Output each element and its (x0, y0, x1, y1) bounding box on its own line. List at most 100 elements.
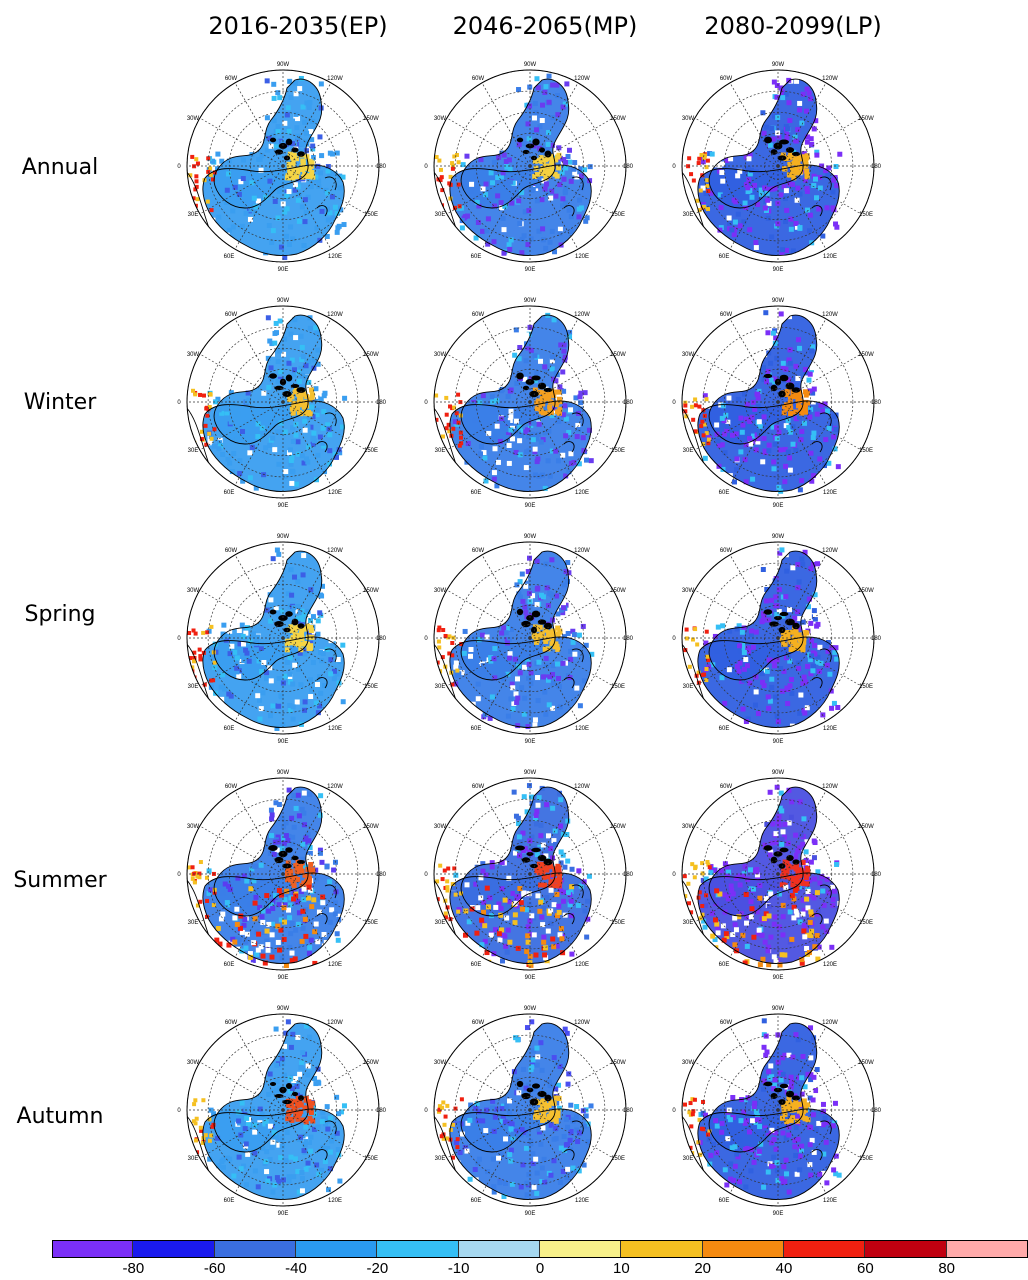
edge-anomaly-cell (682, 673, 687, 678)
grid-cell (260, 690, 266, 696)
coastline (811, 412, 832, 453)
grid-cell (327, 461, 333, 467)
grid-cell (735, 396, 741, 402)
grid-cell (543, 853, 549, 859)
grid-cell (294, 899, 300, 905)
longitude-label: 60W (472, 76, 485, 82)
warm-anomaly-cell (791, 394, 797, 400)
summer-anomaly-cell (569, 884, 575, 890)
warm-anomaly-cell (801, 1098, 807, 1104)
grid-cell (560, 852, 566, 858)
grid-cell (795, 1136, 801, 1142)
colorbar-swatch (946, 1240, 1028, 1258)
grid-cell (747, 867, 753, 873)
grid-cell (299, 1060, 305, 1066)
grid-cell (529, 130, 535, 136)
summer-anomaly-cell (276, 887, 282, 893)
grid-cell (778, 192, 784, 198)
grid-cell (227, 651, 233, 657)
grid-cell (229, 659, 235, 665)
grid-cell (540, 102, 546, 108)
grid-cell (276, 551, 282, 557)
grid-cell (753, 674, 759, 680)
longitude-label: 180 (376, 872, 387, 878)
edge-anomaly-cell (456, 909, 461, 914)
grid-cell (282, 1043, 288, 1049)
grid-cell (810, 473, 816, 479)
grid-cell (501, 250, 507, 256)
edge-anomaly-cell (443, 915, 448, 920)
warm-anomaly-cell (802, 406, 808, 412)
longitude-label: 60W (225, 784, 238, 790)
grid-cell (767, 1161, 773, 1167)
grid-cell (534, 558, 540, 564)
grid-cell (506, 242, 512, 248)
island (791, 151, 801, 157)
grid-cell (286, 128, 292, 134)
island (777, 155, 787, 161)
edge-anomaly-cell (192, 880, 197, 885)
grid-cell (551, 838, 557, 844)
grid-cell (803, 679, 809, 685)
grid-cell (467, 1117, 473, 1123)
grid-cell (210, 217, 216, 223)
grid-cell (542, 186, 548, 192)
grid-cell (518, 432, 524, 438)
summer-anomaly-cell (799, 957, 805, 963)
grid-cell (784, 135, 790, 141)
grid-cell (293, 1076, 299, 1082)
grid-cell (562, 188, 568, 194)
summer-anomaly-cell (265, 947, 271, 953)
summer-anomaly-cell (504, 915, 510, 921)
warm-anomaly-cell (790, 1106, 796, 1112)
grid-cell (306, 379, 312, 385)
warm-anomaly-cell (781, 870, 787, 876)
grid-cell (507, 899, 513, 905)
grid-cell (804, 188, 810, 194)
grid-cell (835, 464, 841, 470)
grid-cell (267, 178, 273, 184)
grid-cell (302, 197, 308, 203)
grid-cell (766, 1069, 772, 1075)
grid-cell (456, 907, 462, 913)
grid-cell (780, 829, 786, 835)
grid-cell (286, 833, 292, 839)
edge-anomaly-cell (435, 910, 440, 915)
grid-cell (774, 94, 780, 100)
edge-anomaly-cell (687, 1110, 692, 1115)
longitude-label: 180 (623, 400, 634, 406)
longitude-label: 180 (623, 636, 634, 642)
summer-anomaly-cell (502, 897, 508, 903)
warm-anomaly-cell (534, 400, 540, 406)
grid-cell (490, 1098, 496, 1104)
warm-anomaly-cell (302, 872, 308, 878)
grid-cell (267, 442, 273, 448)
grid-cell (286, 1178, 292, 1184)
summer-anomaly-cell (812, 944, 818, 950)
grid-cell (555, 458, 561, 464)
edge-anomaly-cell (200, 1140, 205, 1145)
map-boundary (433, 777, 627, 971)
edge-anomaly-cell (212, 660, 217, 665)
grid-cell (313, 386, 319, 392)
summer-anomaly-cell (215, 926, 221, 932)
edge-anomaly-cell (434, 155, 439, 160)
warm-anomaly-cell (307, 173, 313, 179)
summer-anomaly-cell (742, 960, 748, 966)
grid-cell (731, 479, 737, 485)
grid-cell (805, 134, 811, 140)
warm-anomaly-cell (543, 627, 549, 633)
longitude-label: 150E (364, 1156, 378, 1162)
grid-cell (290, 841, 296, 847)
grid-cell (565, 154, 571, 160)
edge-anomaly-cell (448, 196, 453, 201)
grid-cell (523, 1130, 529, 1136)
warm-anomaly-cell (785, 630, 791, 636)
grid-cell (246, 658, 252, 664)
grid-cell (788, 216, 794, 222)
grid-cell (730, 1115, 736, 1121)
grid-cell (298, 615, 304, 621)
grid-cell (274, 1175, 280, 1181)
grid-cell (301, 897, 307, 903)
grid-cell (746, 177, 752, 183)
